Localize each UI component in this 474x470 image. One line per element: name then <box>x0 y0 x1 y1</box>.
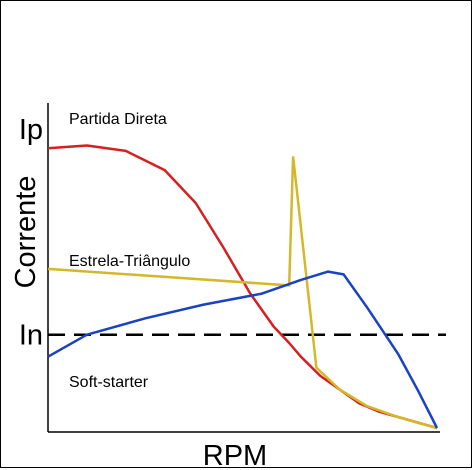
annotation-partida-direta: Partida Direta <box>69 111 167 128</box>
y-axis-label: Corrente <box>10 176 42 289</box>
y-tick-label-ip: Ip <box>19 114 43 146</box>
series-line-estrela-triangulo <box>47 156 438 430</box>
annotation-estrela-triangulo: Estrela-Triângulo <box>69 253 190 270</box>
annotation-soft-starter: Soft-starter <box>69 374 149 391</box>
y-tick-label-in: In <box>19 320 43 352</box>
x-axis-label: RPM <box>203 440 267 470</box>
series-line-soft-starter <box>47 270 439 429</box>
